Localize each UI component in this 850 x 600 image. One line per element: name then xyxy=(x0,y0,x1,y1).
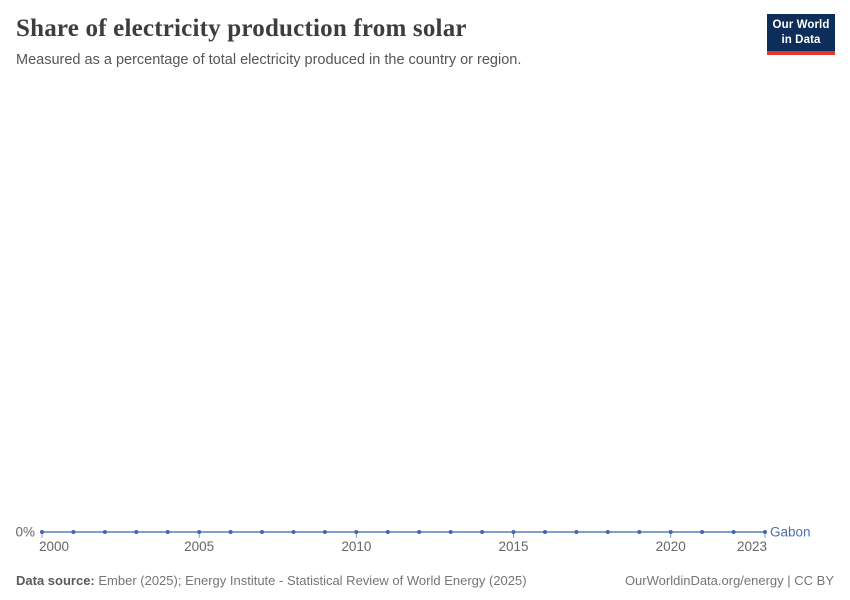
data-point[interactable] xyxy=(260,530,264,534)
data-point[interactable] xyxy=(71,530,76,534)
data-point[interactable] xyxy=(165,530,170,534)
data-point[interactable] xyxy=(731,530,736,534)
owid-url-link[interactable]: OurWorldinData.org/energy | CC BY xyxy=(624,573,834,588)
data-point[interactable] xyxy=(480,530,485,534)
data-point[interactable] xyxy=(102,530,107,534)
data-point[interactable] xyxy=(134,530,139,534)
chart-header: Share of electricity production from sol… xyxy=(16,14,730,70)
data-point[interactable] xyxy=(417,530,422,534)
x-axis-tick-label: 2005 xyxy=(184,539,214,554)
page-title: Share of electricity production from sol… xyxy=(16,15,467,42)
x-axis-tick-label: 2020 xyxy=(656,539,686,554)
chart-series[interactable]: Gabon xyxy=(40,525,811,540)
x-axis-tick-label: 2010 xyxy=(341,539,371,554)
owid-logo[interactable]: Our World in Data xyxy=(767,14,835,55)
data-point[interactable] xyxy=(574,530,579,534)
data-source-text: Ember (2025); Energy Institute - Statist… xyxy=(94,573,527,588)
y-axis-tick-label: 0% xyxy=(15,525,35,540)
owid-logo-line2: in Data xyxy=(781,33,821,46)
data-point[interactable] xyxy=(197,530,202,534)
chart-footer: Data source: Ember (2025); Energy Instit… xyxy=(16,573,834,588)
x-axis-tick-label: 2023 xyxy=(737,539,767,554)
data-point[interactable] xyxy=(228,530,233,534)
x-axis-tick-label: 2000 xyxy=(39,539,69,554)
data-point[interactable] xyxy=(511,530,516,534)
data-point[interactable] xyxy=(385,530,390,534)
data-source-label: Data source: xyxy=(16,573,95,588)
owid-logo-line1: Our World xyxy=(772,19,830,32)
data-point[interactable] xyxy=(637,530,642,534)
data-point[interactable] xyxy=(605,530,610,534)
chart-subtitle: Measured as a percentage of total electr… xyxy=(16,52,522,68)
data-point[interactable] xyxy=(763,530,767,534)
data-point[interactable] xyxy=(354,530,359,534)
x-axis-tick-label: 2015 xyxy=(498,539,528,554)
data-point[interactable] xyxy=(448,530,453,534)
data-point[interactable] xyxy=(322,530,327,534)
entity-label[interactable]: Gabon xyxy=(770,525,811,540)
data-point[interactable] xyxy=(291,530,296,534)
data-point[interactable] xyxy=(668,530,673,534)
data-point[interactable] xyxy=(40,530,44,534)
data-point[interactable] xyxy=(700,530,705,534)
data-source-note: Data source: Ember (2025); Energy Instit… xyxy=(16,573,527,588)
data-point[interactable] xyxy=(543,530,547,534)
